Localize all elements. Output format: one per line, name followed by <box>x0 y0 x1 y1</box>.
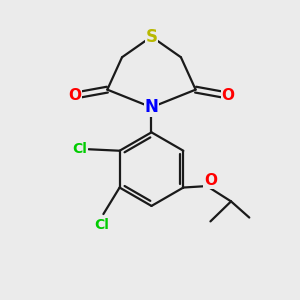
Text: O: O <box>68 88 81 103</box>
Text: O: O <box>221 88 235 103</box>
Text: Cl: Cl <box>72 142 87 156</box>
Text: S: S <box>146 28 158 46</box>
Text: Cl: Cl <box>94 218 110 232</box>
Text: N: N <box>145 98 158 116</box>
Text: O: O <box>204 173 217 188</box>
